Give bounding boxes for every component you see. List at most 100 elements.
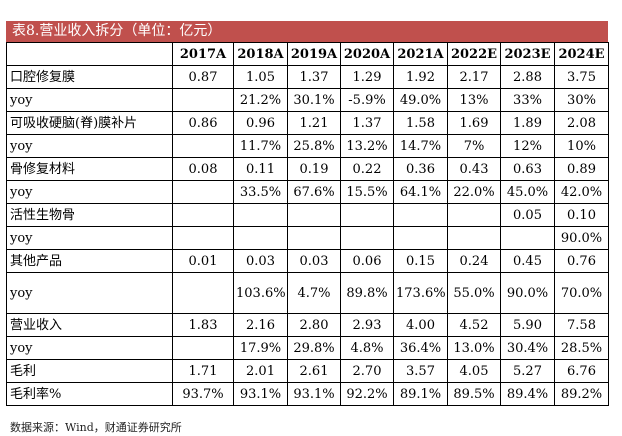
table-cell: 0.22: [340, 157, 394, 181]
table-cell: 30.1%: [287, 88, 341, 112]
table-cell: 103.6%: [233, 272, 288, 314]
header-row: 2017A 2018A 2019A 2020A 2021A 2022E 2023…: [6, 42, 609, 66]
table-cell: [172, 226, 234, 250]
table-cell: 92.2%: [340, 382, 394, 406]
table-cell: 1.37: [340, 111, 394, 135]
table-cell: 0.10: [554, 203, 609, 227]
header-cell: 2022E: [447, 42, 501, 66]
row-label: 营业收入: [6, 313, 173, 337]
table-cell: 13%: [447, 88, 501, 112]
table-cell: 5.90: [500, 313, 555, 337]
row-label: yoy: [6, 272, 173, 314]
table-cell: 90.0%: [554, 226, 609, 250]
revenue-breakdown-table: 2017A 2018A 2019A 2020A 2021A 2022E 2023…: [6, 42, 609, 406]
table-cell: [287, 203, 341, 227]
table-title: 表8.营业收入拆分（单位：亿元）: [6, 21, 608, 42]
table-cell: 0.36: [393, 157, 448, 181]
table-row: yoy 11.7% 25.8% 13.2% 14.7% 7% 12% 10%: [6, 134, 609, 158]
table-cell: 7.58: [554, 313, 609, 337]
table-cell: 0.03: [233, 249, 288, 273]
table-cell: 173.6%: [393, 272, 448, 314]
table-cell: 17.9%: [233, 336, 288, 360]
table-cell: 4.7%: [287, 272, 341, 314]
table-cell: [172, 134, 234, 158]
header-cell: 2023E: [500, 42, 555, 66]
table-cell: 1.21: [287, 111, 341, 135]
table-cell: 5.27: [500, 359, 555, 383]
table-row: 口腔修复膜 0.87 1.05 1.37 1.29 1.92 2.17 2.88 3.75: [6, 65, 609, 89]
table-cell: 64.1%: [393, 180, 448, 204]
table-cell: 45.0%: [500, 180, 555, 204]
table-cell: 0.89: [554, 157, 609, 181]
row-label: 骨修复材料: [6, 157, 173, 181]
table-cell: 1.71: [172, 359, 234, 383]
table-cell: 0.86: [172, 111, 234, 135]
table-body: 口腔修复膜 0.87 1.05 1.37 1.29 1.92 2.17 2.88 3.75 yoy…: [6, 65, 609, 406]
table-row: yoy 90.0%: [6, 226, 609, 250]
table-cell: 93.7%: [172, 382, 234, 406]
table-cell: 29.8%: [287, 336, 341, 360]
table-cell: 30%: [554, 88, 609, 112]
table-cell: 0.03: [287, 249, 341, 273]
table-cell: 1.83: [172, 313, 234, 337]
table-cell: 0.06: [340, 249, 394, 273]
table-cell: 0.45: [500, 249, 555, 273]
table-cell: 0.19: [287, 157, 341, 181]
table-cell: 0.63: [500, 157, 555, 181]
table-row: yoy 17.9% 29.8% 4.8% 36.4% 13.0% 30.4% 28.5%: [6, 336, 609, 360]
header-cell: [6, 42, 173, 66]
table-cell: 4.05: [447, 359, 501, 383]
table-cell: 2.01: [233, 359, 288, 383]
table-cell: [340, 226, 394, 250]
table-cell: [447, 203, 501, 227]
table-row: 可吸收硬脑(脊)膜补片 0.86 0.96 1.21 1.37 1.58 1.69 1.89 2…: [6, 111, 609, 135]
row-label: yoy: [6, 336, 173, 360]
row-label: 毛利: [6, 359, 173, 383]
table-cell: 0.15: [393, 249, 448, 273]
row-label: yoy: [6, 88, 173, 112]
table-cell: 4.8%: [340, 336, 394, 360]
table-cell: 0.87: [172, 65, 234, 89]
table-cell: 70.0%: [554, 272, 609, 314]
table-cell: -5.9%: [340, 88, 394, 112]
table-cell: [233, 226, 288, 250]
table-cell: 90.0%: [500, 272, 555, 314]
table-cell: 1.92: [393, 65, 448, 89]
table-cell: [393, 226, 448, 250]
table-row: 毛利率% 93.7% 93.1% 93.1% 92.2% 89.1% 89.5% 89.4% 8…: [6, 382, 609, 406]
table-cell: 2.61: [287, 359, 341, 383]
table-cell: 1.29: [340, 65, 394, 89]
table-cell: 11.7%: [233, 134, 288, 158]
table-cell: [172, 336, 234, 360]
table-cell: 1.69: [447, 111, 501, 135]
table-cell: [340, 203, 394, 227]
table-cell: 4.00: [393, 313, 448, 337]
source-note: 数据来源：Wind，财通证券研究所: [10, 421, 182, 434]
table-cell: 0.01: [172, 249, 234, 273]
table-cell: 0.43: [447, 157, 501, 181]
row-label: 口腔修复膜: [6, 65, 173, 89]
table-cell: 93.1%: [233, 382, 288, 406]
table-row: 其他产品 0.01 0.03 0.03 0.06 0.15 0.24 0.45 0.76: [6, 249, 609, 273]
table-cell: 21.2%: [233, 88, 288, 112]
table-cell: 55.0%: [447, 272, 501, 314]
table-cell: 89.4%: [500, 382, 555, 406]
table-cell: [172, 180, 234, 204]
table-cell: 1.89: [500, 111, 555, 135]
table-cell: 1.37: [287, 65, 341, 89]
table-cell: 2.93: [340, 313, 394, 337]
table-cell: 0.11: [233, 157, 288, 181]
table-cell: 12%: [500, 134, 555, 158]
table-cell: 2.16: [233, 313, 288, 337]
table-cell: 42.0%: [554, 180, 609, 204]
table-row: 营业收入 1.83 2.16 2.80 2.93 4.00 4.52 5.90 7.58: [6, 313, 609, 337]
table-cell: 36.4%: [393, 336, 448, 360]
table-cell: 89.8%: [340, 272, 394, 314]
table-cell: 0.08: [172, 157, 234, 181]
table-cell: 7%: [447, 134, 501, 158]
table-cell: 2.88: [500, 65, 555, 89]
table-cell: 1.05: [233, 65, 288, 89]
table-cell: 2.08: [554, 111, 609, 135]
header-cell: 2018A: [233, 42, 288, 66]
table-cell: [393, 203, 448, 227]
